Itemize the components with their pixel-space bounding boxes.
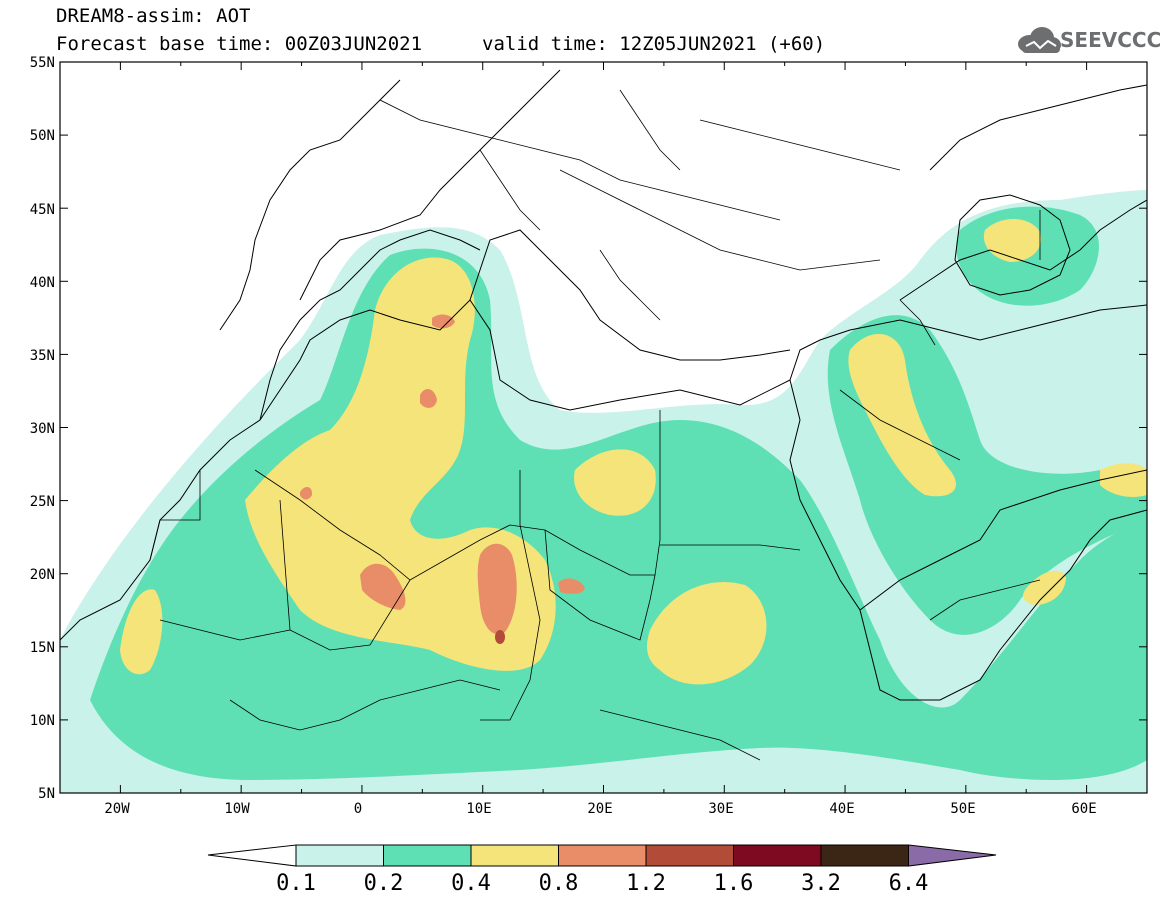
colorbar-label: 0.1	[276, 871, 316, 896]
colorbar-label: 0.8	[539, 871, 579, 896]
colorbar-bin	[558, 844, 647, 867]
colorbar-label: 1.2	[626, 871, 666, 896]
seevccc-logo	[1018, 27, 1061, 53]
aot-band-0.8	[420, 388, 437, 408]
country-borders	[149, 89, 1041, 761]
colorbar-label: 3.2	[801, 871, 841, 896]
lon-label: 20E	[587, 801, 612, 817]
aot-band-0.2	[959, 686, 1008, 773]
lat-labels: 55N 50N 45N 40N 35N 30N 25N 20N 15N 10N …	[30, 55, 55, 802]
colorbar-label: 6.4	[889, 871, 929, 896]
lon-label: 40E	[829, 801, 854, 817]
logo-text: SEEVCCC	[1060, 28, 1162, 52]
lon-label: 0	[354, 801, 362, 817]
cloud-icon	[1018, 27, 1061, 53]
lat-label: 20N	[30, 567, 55, 583]
aot-band-0.4	[983, 218, 1041, 262]
lat-label: 10N	[30, 713, 55, 729]
lon-label: 30E	[708, 801, 733, 817]
colorbar: 0.1 0.2 0.4 0.8 1.2 1.6 3.2 6.4	[207, 844, 997, 896]
lat-label: 35N	[30, 348, 55, 364]
lat-label: 30N	[30, 421, 55, 437]
lon-label: 10W	[224, 801, 250, 817]
colorbar-label: 0.4	[451, 871, 491, 896]
colorbar-below-triangle	[207, 844, 297, 867]
lat-label: 40N	[30, 275, 55, 291]
lat-label: 5N	[38, 786, 55, 802]
lat-label: 45N	[30, 202, 55, 218]
lat-label: 15N	[30, 640, 55, 656]
lon-label: 60E	[1071, 801, 1096, 817]
lat-label: 55N	[30, 55, 55, 71]
valid-time: valid time: 12Z05JUN2021 (+60)	[482, 33, 826, 55]
aot-band-0.4	[647, 582, 767, 685]
axis-ticks	[59, 61, 1148, 794]
colorbar-label: 1.6	[714, 871, 754, 896]
aot-band-0.4	[574, 449, 656, 516]
aot-band-0.4	[120, 589, 163, 675]
aot-field	[60, 190, 1147, 793]
colorbar-bin	[295, 844, 384, 867]
colorbar-bin	[383, 844, 472, 867]
lat-label: 50N	[30, 128, 55, 144]
aot-band-0.8	[300, 486, 313, 500]
forecast-base-time: Forecast base time: 00Z03JUN2021	[56, 33, 423, 55]
lon-label: 20W	[104, 801, 130, 817]
coastlines	[60, 69, 1147, 701]
lon-labels: 20W 10W 0 10E 20E 30E 40E 50E 60E	[104, 801, 1096, 817]
colorbar-bin	[470, 844, 559, 867]
aot-band-1.2	[495, 630, 505, 644]
colorbar-bin	[645, 844, 734, 867]
lon-label: 10E	[466, 801, 491, 817]
colorbar-bin	[733, 844, 822, 867]
colorbar-bin	[820, 844, 909, 867]
lon-label: 50E	[950, 801, 975, 817]
aot-band-0.4	[1023, 570, 1066, 605]
aot-band-0.4	[1100, 463, 1147, 497]
aot-band-0.8	[360, 563, 406, 610]
aot-band-0.8	[432, 314, 455, 329]
lat-label: 25N	[30, 494, 55, 510]
aot-band-0.8	[477, 543, 517, 635]
map-title: DREAM8-assim: AOT	[56, 5, 251, 27]
aot-band-0.8	[558, 578, 585, 594]
colorbar-above-triangle	[908, 844, 997, 867]
colorbar-label: 0.2	[364, 871, 404, 896]
aot-band-0.4	[848, 333, 956, 497]
